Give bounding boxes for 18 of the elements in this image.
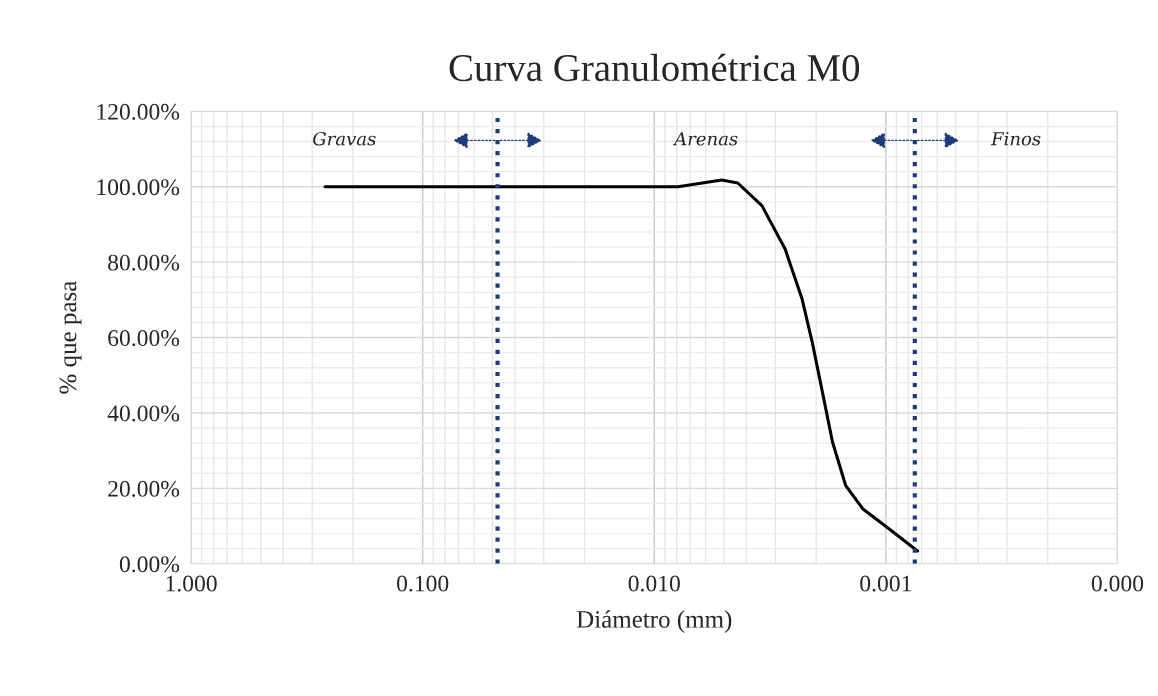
x-axis-title: Diámetro (mm) [576, 610, 732, 633]
x-tick-label: 0.001 [860, 575, 912, 592]
y-tick-label: 100.00% [97, 179, 180, 196]
y-tick-label: 60.00% [108, 330, 180, 347]
y-tick-label: 0.00% [119, 556, 180, 573]
x-tick-label: 1.000 [166, 575, 217, 592]
x-tick-label: 0.010 [628, 575, 680, 592]
y-tick-label: 40.00% [107, 405, 180, 422]
annotation: Finos [990, 132, 1041, 146]
y-tick-label: 80.00% [108, 254, 180, 271]
y-tick-label: 120.00% [97, 103, 180, 120]
y-axis-title: % que pasa [59, 280, 82, 394]
annotation: Arenas [672, 132, 738, 146]
chart-title: Curva Granulométrica M0 [449, 53, 860, 82]
x-tick-label: 0.100 [397, 575, 449, 592]
x-tick-label: 0.000 [1091, 575, 1144, 592]
annotation: Gravas [313, 131, 376, 146]
y-tick-label: 20.00% [108, 480, 180, 497]
